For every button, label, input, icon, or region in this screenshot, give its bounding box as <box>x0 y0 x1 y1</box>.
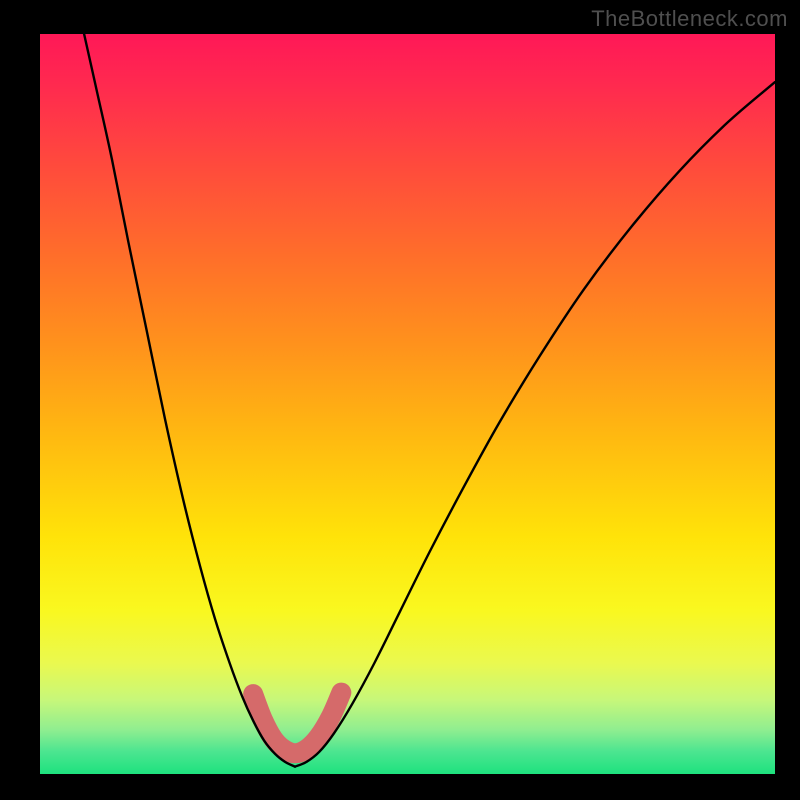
watermark-text: TheBottleneck.com <box>591 6 788 32</box>
chart-plot-area <box>40 34 775 774</box>
bottleneck-chart <box>40 34 775 774</box>
gradient-background <box>40 34 775 774</box>
